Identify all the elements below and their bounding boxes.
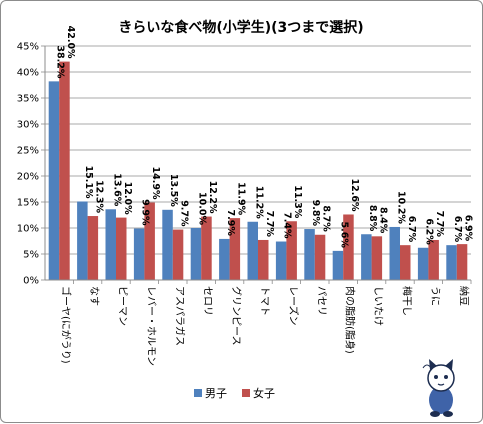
bar [428,239,439,280]
y-tick-label: 30% [17,120,39,131]
category-label: セロリ [202,286,214,316]
bar [304,229,315,280]
data-label: 5.6% [338,222,349,249]
category-label: グリンピース [230,286,243,346]
data-label: 12.2% [207,181,218,214]
category-label: ピーマン [117,286,129,326]
data-label: 7.7% [264,211,275,238]
bar [314,234,326,280]
bar [371,236,383,280]
legend: 男子 女子 [194,386,275,400]
bars [48,61,468,280]
data-label: 8.4% [377,207,388,234]
bar [219,238,230,280]
data-label: 10.2% [395,191,406,224]
data-label: 14.9% [150,167,161,200]
data-label: 6.2% [424,218,435,245]
bar [48,81,60,280]
category-label: 肉の脂肪(脂身) [344,286,357,354]
category-label: レバー・ホルモン [145,286,157,366]
data-label: 9.9% [140,199,151,226]
legend-swatch [194,389,202,397]
data-label: 42.0% [65,26,76,59]
category-labels: ゴーヤ(にがうり) なす ピーマン レバー・ホルモン アスパラガス セロリ グリンピース トマ… [60,286,471,366]
bar [87,216,99,280]
data-labels: 38.2%42.0% 15.1% 12.3% 13.6% 12.0% 9.9%14.9% 1… [54,26,473,249]
bar [190,228,202,280]
bar [361,234,372,280]
y-tick-label: 0% [23,276,39,287]
data-label: 11.2% [253,186,264,219]
data-label: 10.0% [196,192,207,225]
category-label: 梅干し [401,286,414,316]
y-tick-label: 20% [17,172,39,183]
bar [456,244,468,280]
data-label: 6.9% [463,215,474,242]
data-label: 11.9% [235,182,246,215]
data-label: 13.6% [111,173,122,206]
category-label: トマト [259,286,270,316]
bar [162,209,173,280]
category-label: 納豆 [457,286,470,306]
bar [400,245,411,280]
y-tick-label: 45% [17,42,39,53]
bar [247,221,258,280]
data-label: 7.4% [282,212,293,239]
category-label: パセリ [315,286,327,316]
bar [229,218,241,280]
legend-label: 女子 [253,386,275,400]
category-label: うに [429,286,441,306]
data-label: 8.8% [367,205,378,232]
y-tick-label: 5% [23,250,39,261]
data-label: 11.3% [292,185,303,218]
y-tick-label: 15% [17,198,39,209]
category-label: アスパラガス [173,286,185,346]
bar [144,202,155,280]
bar [172,229,184,280]
category-label: ゴーヤ(にがうり) [60,286,73,364]
data-label: 12.6% [349,179,360,212]
data-label: 12.0% [122,182,133,215]
y-tick-label: 10% [17,224,39,235]
bar [105,209,116,280]
cat-mascot-icon [422,359,455,417]
data-label: 6.7% [406,216,417,243]
y-tick-label: 40% [17,68,39,79]
bar [417,247,429,280]
bar [116,217,127,280]
bar [343,214,354,280]
data-label: 15.1% [83,166,94,199]
bar [332,250,344,280]
legend-swatch [242,389,250,397]
bar [389,226,400,280]
bar [286,221,297,280]
category-label: しいたけ [372,286,384,326]
bar [446,245,457,280]
data-label: 12.3% [93,180,104,213]
y-tick-label: 25% [17,146,39,157]
bar [133,228,145,280]
data-label: 38.2% [54,45,65,78]
bar [77,201,88,280]
data-label: 8.7% [321,205,332,232]
bar [201,216,212,280]
legend-label: 男子 [205,387,227,400]
bar [258,239,269,280]
data-label: 7.9% [225,210,236,237]
data-label: 13.5% [168,174,179,207]
bar [275,241,287,280]
category-label: レーズン [287,286,300,326]
y-tick-label: 35% [17,94,39,105]
data-label: 9.7% [179,200,190,227]
data-label: 6.7% [452,216,463,243]
bar [59,61,70,280]
chart-title: きらいな食べ物(小学生)(3つまで選択) [118,19,363,36]
data-label: 7.7% [434,211,445,238]
category-label: なす [88,286,100,306]
axes: 0% 5% 10% 15% 20% 25% 30% 35% 40% 45% [17,42,472,287]
data-label: 9.8% [310,200,321,227]
